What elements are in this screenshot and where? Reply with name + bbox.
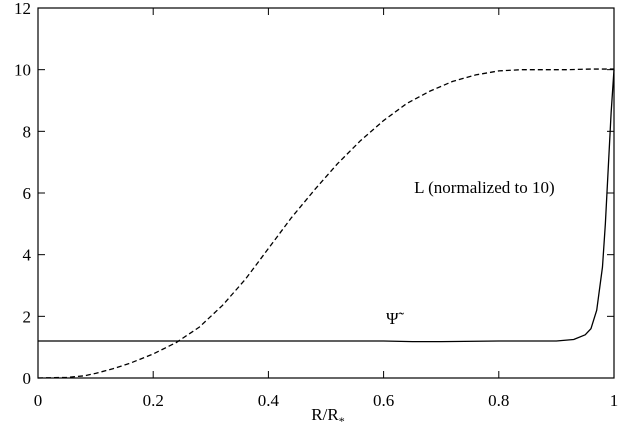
y-tick-label: 8 [23,122,32,141]
x-tick-label: 0.6 [373,391,394,410]
x-tick-label: 0.2 [143,391,164,410]
x-tick-label: 0 [34,391,43,410]
y-tick-label: 10 [14,61,31,80]
annotation-label: L (normalized to 10) [414,178,555,197]
annotations: L (normalized to 10) Ψ̃ [386,178,555,328]
series-line-psi [38,69,615,343]
series-group [37,68,615,379]
y-tick-label: 12 [14,0,31,18]
x-tick-label: 0.8 [488,391,509,410]
x-tick-label: 0.4 [258,391,280,410]
y-tick-label: 4 [23,246,32,265]
x-tick-label: 1 [610,391,619,410]
y-tick-label: 0 [23,369,32,388]
x-axis-label: R/R* [311,405,344,428]
series-line-L [37,68,614,379]
annotation-label: Ψ̃ [386,309,405,328]
y-tick-label: 2 [23,307,32,326]
y-tick-label: 6 [23,184,32,203]
